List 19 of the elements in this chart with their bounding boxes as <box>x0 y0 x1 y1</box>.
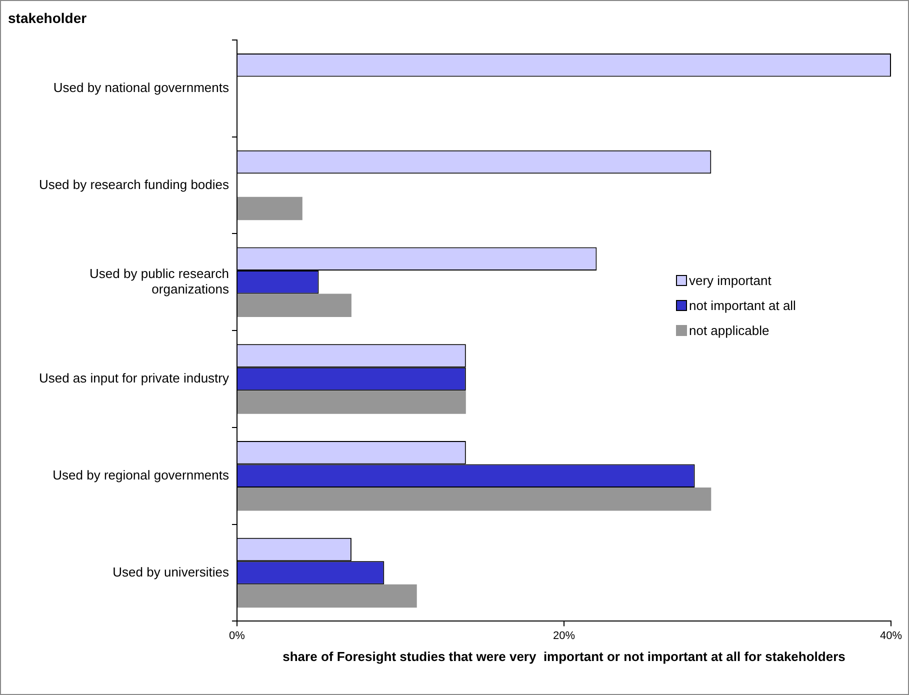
bar <box>238 488 712 511</box>
x-tick-label: 0% <box>229 630 246 642</box>
bar <box>238 294 352 318</box>
legend-label: very important <box>689 273 772 288</box>
bar <box>238 584 417 608</box>
y-tick-label: Used by public research organizations <box>90 266 230 297</box>
y-axis-title: stakeholder <box>8 10 87 26</box>
x-tick-label: 20% <box>552 630 576 642</box>
legend-label: not important at all <box>689 298 796 313</box>
x-axis-title: share of Foresight studies that were very important or not important at all for stakeholders <box>282 648 846 664</box>
y-tick-label: Used by regional governments <box>52 467 230 482</box>
x-tick-label: 40% <box>880 630 902 642</box>
legend-label: not applicable <box>689 323 770 338</box>
y-tick-label: Used by universities <box>112 564 230 580</box>
y-tick-label: Used by national governments <box>53 80 230 96</box>
y-tick-label: Used by research funding bodies <box>38 176 230 192</box>
bar <box>238 390 466 414</box>
bar <box>238 196 302 220</box>
y-tick-label: Used as input for private industry <box>38 370 230 386</box>
